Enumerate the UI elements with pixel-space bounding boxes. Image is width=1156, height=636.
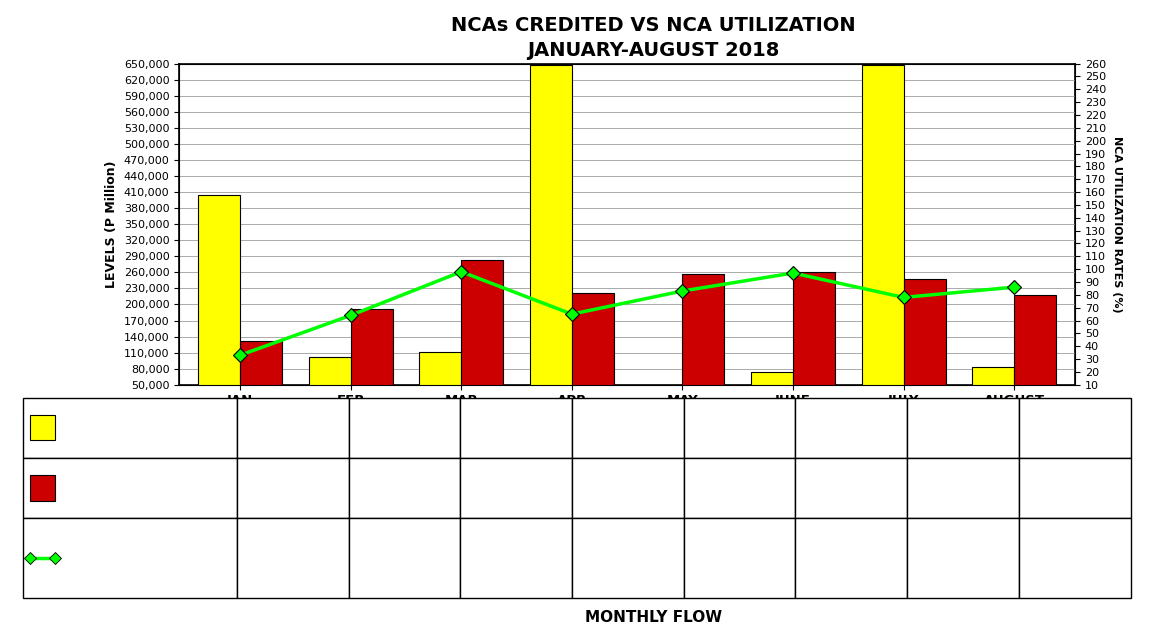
Text: 64: 64 — [395, 551, 413, 565]
Bar — [904, 279, 946, 411]
Bar — [751, 372, 793, 411]
Bar — [309, 357, 350, 411]
Text: 83: 83 — [731, 551, 748, 565]
Bar — [529, 65, 572, 411]
Text: 47,141: 47,141 — [716, 421, 764, 434]
Text: 65: 65 — [620, 551, 637, 565]
Text: 282,232: 282,232 — [488, 481, 544, 495]
Bar — [461, 261, 503, 411]
Text: Monthly NCA Credited: Monthly NCA Credited — [61, 423, 199, 432]
Bar — [1014, 295, 1057, 411]
Text: 192,026: 192,026 — [376, 481, 434, 495]
Bar — [240, 341, 282, 411]
Text: 647,013: 647,013 — [934, 421, 992, 434]
Text: MONTHLY FLOW: MONTHLY FLOW — [585, 609, 721, 625]
Bar — [861, 66, 904, 411]
Text: NCA Utilized / NCAs Credited -
Cumulative: NCA Utilized / NCAs Credited - Cumulativ… — [61, 548, 249, 569]
Text: 98: 98 — [507, 551, 525, 565]
Text: 33: 33 — [284, 551, 302, 565]
Text: 247,873: 247,873 — [934, 481, 992, 495]
Text: 217,712: 217,712 — [1046, 481, 1103, 495]
Text: 86: 86 — [1066, 551, 1083, 565]
Y-axis label: NCA UTILIZATION RATES (%): NCA UTILIZATION RATES (%) — [1112, 136, 1121, 312]
Y-axis label: LEVELS (P Million): LEVELS (P Million) — [105, 160, 118, 288]
Text: 110,754: 110,754 — [488, 421, 544, 434]
Bar — [640, 386, 682, 411]
Bar — [198, 195, 240, 411]
Text: 132,068: 132,068 — [265, 481, 321, 495]
Text: 73,225: 73,225 — [828, 421, 875, 434]
Bar — [420, 352, 461, 411]
Text: 405,413: 405,413 — [265, 421, 321, 434]
Text: NCAs CREDITED VS NCA UTILIZATION: NCAs CREDITED VS NCA UTILIZATION — [451, 16, 855, 35]
Bar — [682, 274, 725, 411]
Text: 78: 78 — [955, 551, 972, 565]
Text: JANUARY-AUGUST 2018: JANUARY-AUGUST 2018 — [527, 41, 779, 60]
Text: 102,063: 102,063 — [376, 421, 434, 434]
Text: Monthly NCA Utilized: Monthly NCA Utilized — [61, 483, 193, 493]
Text: 260,528: 260,528 — [823, 481, 880, 495]
Text: 222,144: 222,144 — [599, 481, 657, 495]
Text: 82,854: 82,854 — [1051, 421, 1099, 434]
Text: 647,825: 647,825 — [600, 421, 657, 434]
Text: 97: 97 — [843, 551, 860, 565]
Bar — [972, 367, 1014, 411]
Bar — [572, 293, 614, 411]
Bar — [350, 308, 393, 411]
Text: 256,872: 256,872 — [711, 481, 768, 495]
Bar — [793, 272, 835, 411]
